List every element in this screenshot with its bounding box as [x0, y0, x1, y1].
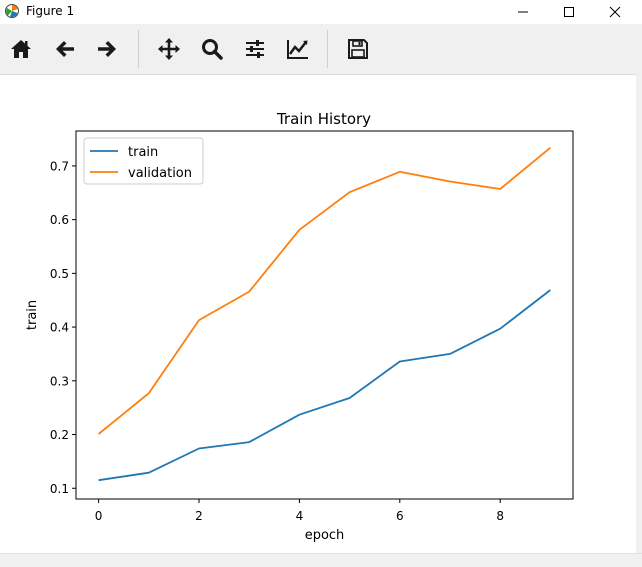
y-tick-label: 0.6 [50, 213, 69, 227]
x-tick-label: 6 [396, 509, 404, 523]
y-tick-label: 0.2 [50, 428, 69, 442]
y-axis-label: train [25, 300, 40, 330]
navigation-toolbar [0, 24, 636, 75]
window-title: Figure 1 [26, 4, 75, 18]
series-line-train [98, 289, 551, 482]
back-button[interactable] [50, 34, 80, 64]
legend-label-train: train [128, 145, 158, 160]
window-titlebar: Figure 1 [0, 0, 642, 24]
zoom-button[interactable] [197, 34, 227, 64]
y-tick-label: 0.5 [50, 267, 69, 281]
x-tick-label: 4 [296, 509, 304, 523]
toolbar-separator [138, 30, 139, 68]
y-tick-label: 0.3 [50, 374, 69, 388]
magnifier-icon [202, 39, 223, 60]
axes-frame [75, 130, 574, 500]
minimize-icon [518, 11, 528, 13]
minimize-button[interactable] [500, 0, 546, 24]
line-chart-icon [287, 40, 308, 59]
plot-area [76, 131, 573, 499]
move-icon [158, 38, 180, 60]
chart-title: Train History [276, 110, 371, 128]
line-chart: Train History 0 2 4 6 8 0.1 0.2 0.3 0.4 0.5 0.6 0.7… [25, 110, 574, 543]
floppy-disk-icon [348, 39, 368, 59]
arrow-left-icon [56, 41, 74, 57]
save-button[interactable] [343, 34, 373, 64]
series-line-validation [98, 147, 551, 435]
toolbar-separator [327, 30, 328, 68]
y-tick-label: 0.1 [50, 482, 69, 496]
arrow-right-icon [98, 41, 116, 57]
y-tick-label: 0.7 [50, 159, 69, 173]
window-edge [636, 24, 642, 554]
pan-button[interactable] [154, 34, 184, 64]
maximize-icon [564, 7, 574, 17]
home-button[interactable] [6, 34, 36, 64]
close-button[interactable] [592, 0, 638, 24]
status-bar [0, 553, 642, 567]
forward-button[interactable] [92, 34, 122, 64]
x-axis-label: epoch [305, 528, 345, 543]
close-icon [609, 6, 621, 18]
legend: train validation [83, 137, 204, 185]
y-tick-label: 0.4 [50, 321, 69, 335]
subplots-button[interactable] [240, 34, 270, 64]
home-icon [11, 40, 31, 58]
legend-label-validation: validation [128, 166, 192, 181]
maximize-button[interactable] [546, 0, 592, 24]
x-tick-label: 2 [195, 509, 203, 523]
sliders-icon [246, 40, 264, 58]
figure-canvas[interactable]: Train History 0 2 4 6 8 0.1 0.2 0.3 0.4 0.5 0.6 0.7… [0, 75, 636, 553]
matplotlib-app-icon [4, 3, 20, 19]
x-tick-label: 8 [496, 509, 504, 523]
x-tick-label: 0 [95, 509, 103, 523]
edit-axes-button[interactable] [283, 34, 313, 64]
